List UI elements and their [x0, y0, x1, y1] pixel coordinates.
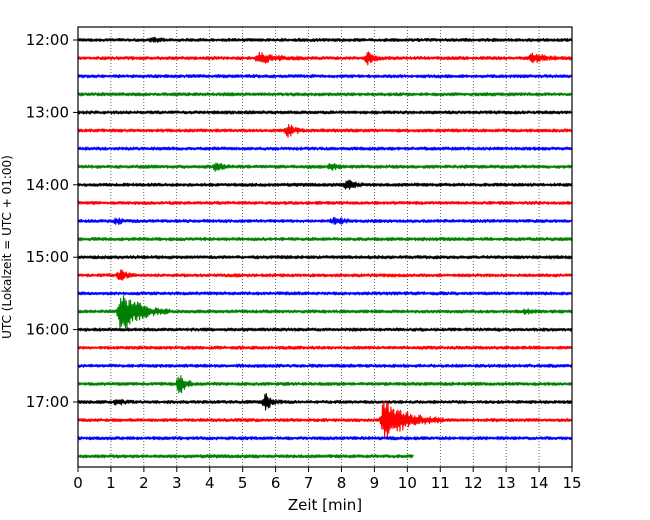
- x-axis-label: Zeit [min]: [288, 496, 362, 514]
- x-tick-label-0: 0: [73, 474, 83, 492]
- trace-1415: [77, 200, 573, 206]
- x-tick-label-2: 2: [139, 474, 149, 492]
- x-tick-label-5: 5: [238, 474, 248, 492]
- trace-1545: [77, 295, 573, 331]
- trace-1315: [77, 123, 573, 139]
- trace-1615: [77, 345, 573, 350]
- trace-1430: [77, 216, 573, 225]
- trace-1645: [77, 375, 573, 394]
- trace-1230: [77, 74, 572, 79]
- x-tick-label-3: 3: [172, 474, 182, 492]
- trace-1730: [77, 436, 573, 441]
- x-tick-label-9: 9: [370, 474, 380, 492]
- x-tick-label-6: 6: [271, 474, 281, 492]
- trace-1700: [77, 392, 573, 411]
- y-tick-label-13:00: 13:00: [26, 103, 69, 121]
- trace-1530: [77, 291, 573, 296]
- trace-1215: [77, 51, 573, 66]
- traces-layer: [77, 36, 573, 459]
- x-tick-label-12: 12: [464, 474, 483, 492]
- trace-1245: [77, 92, 573, 97]
- trace-1745: [77, 454, 414, 459]
- trace-1400: [77, 179, 573, 190]
- trace-1445: [77, 236, 573, 242]
- x-tick-label-15: 15: [562, 474, 581, 492]
- trace-1500: [77, 255, 573, 260]
- y-axis: 12:00 13:00 14:00 15:00 16:00 17:00: [26, 31, 78, 411]
- x-tick-label-11: 11: [431, 474, 450, 492]
- trace-1630: [77, 363, 573, 368]
- trace-1715: [77, 400, 573, 440]
- y-tick-label-14:00: 14:00: [26, 176, 69, 194]
- y-tick-label-17:00: 17:00: [26, 393, 69, 411]
- trace-1330: [77, 146, 573, 151]
- x-tick-label-4: 4: [205, 474, 215, 492]
- y-axis-label: UTC (Lokalzeit = UTC + 01:00): [0, 155, 14, 339]
- plot-frame: [77, 26, 573, 468]
- x-tick-label-14: 14: [530, 474, 549, 492]
- trace-1515: [77, 269, 573, 281]
- x-tick-label-10: 10: [398, 474, 417, 492]
- trace-1345: [77, 162, 573, 172]
- y-tick-label-16:00: 16:00: [26, 321, 69, 339]
- y-tick-label-15:00: 15:00: [26, 248, 69, 266]
- y-tick-label-12:00: 12:00: [26, 31, 69, 49]
- trace-1600: [77, 327, 573, 332]
- x-tick-label-8: 8: [337, 474, 347, 492]
- trace-1300: [77, 110, 572, 115]
- x-axis: 0 1 2 3 4 5 6 7 8 9 10 11 12 13 14 15: [73, 467, 582, 492]
- x-tick-label-13: 13: [497, 474, 516, 492]
- trace-1200: [77, 36, 573, 44]
- x-tick-label-7: 7: [304, 474, 314, 492]
- x-tick-label-1: 1: [106, 474, 116, 492]
